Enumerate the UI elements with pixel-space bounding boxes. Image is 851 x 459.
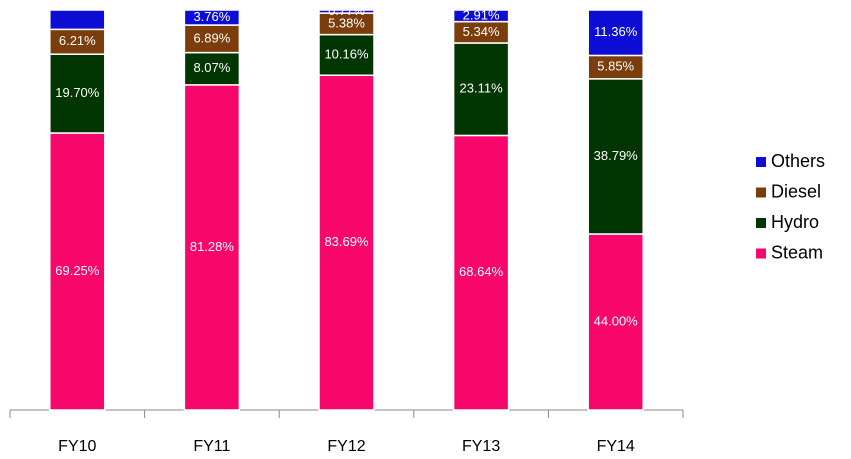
data-label: 2.91% [463,7,500,22]
x-tick-label: FY10 [58,438,96,455]
bar-segment [587,9,644,57]
data-label: 6.89% [193,30,230,45]
bar-segment [49,28,106,55]
legend-label: Steam [771,242,823,262]
legend-swatch [756,218,766,228]
data-label: 0.77% [328,3,365,18]
data-label: 10.16% [324,46,369,61]
bar-segment [183,51,241,86]
legend-swatch [756,187,766,198]
data-label: 44.00% [594,313,639,328]
data-label: 38.79% [594,148,639,163]
legend-label: Diesel [771,181,821,201]
x-tick-label: FY12 [327,438,365,455]
data-label: 5.85% [597,59,634,74]
data-label: 23.11% [460,81,504,96]
bar-segment [452,9,510,23]
data-label: 69.25% [55,263,100,278]
bar-segment [183,9,241,26]
bar-segment [183,24,241,54]
bar-segment [49,132,106,411]
bar-segment [452,42,510,137]
bar-segment [49,53,106,134]
data-label: 3.76% [193,9,230,24]
bar-segment [452,134,510,411]
data-label: 81.28% [190,239,235,254]
data-label: 8.07% [193,60,230,75]
legend-swatch [756,157,766,167]
legend-label: Others [771,151,825,171]
data-label: 83.69% [324,234,369,249]
data-label: 5.34% [463,24,500,39]
bar-segment [318,9,375,14]
bar-segment [318,74,375,411]
data-label: 6.21% [59,33,96,48]
data-label: 11.36% [594,24,638,39]
bar-segment [318,33,375,76]
x-tick-label: FY14 [597,438,635,455]
x-tick-label: FY11 [193,438,230,455]
bar-segment [183,84,241,411]
legend-swatch [756,248,766,259]
bar-segment [49,9,106,31]
data-label: 68.64% [459,264,504,279]
data-label: 19.70% [55,85,100,100]
legend-label: Hydro [771,212,819,232]
x-tick-label: FY13 [462,438,500,455]
data-label: 5.38% [328,15,365,30]
